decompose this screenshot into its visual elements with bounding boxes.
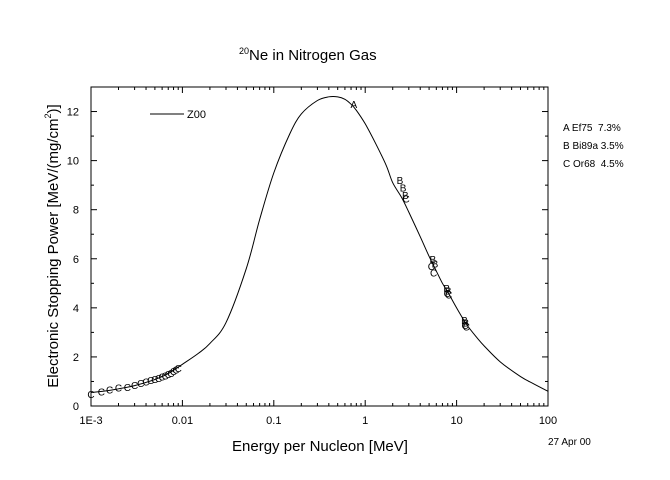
date-note: 27 Apr 00 <box>548 437 591 448</box>
data-point-c: C <box>106 385 113 396</box>
data-point-a: A <box>350 100 357 111</box>
y-tick-label: 12 <box>67 107 79 119</box>
series-line-z00 <box>90 95 549 393</box>
chart-title-superscript: 20 <box>239 46 249 56</box>
dataset-note-c: C Or68 4.5% <box>563 159 624 170</box>
x-tick-label: 0.1 <box>266 415 281 427</box>
data-point-c: C <box>98 387 105 398</box>
data-point-c: C <box>151 375 158 386</box>
chart-title-text: Ne in Nitrogen Gas <box>249 47 377 64</box>
data-point-b: B <box>397 176 404 187</box>
data-point-b: B <box>445 287 452 298</box>
data-point-c: C <box>444 289 451 300</box>
data-point-c: C <box>115 384 122 395</box>
data-point-b: B <box>461 316 468 327</box>
data-point-c: C <box>463 322 470 333</box>
data-point-c: C <box>124 383 131 394</box>
data-point-c: C <box>462 321 469 332</box>
data-point-c: C <box>445 290 452 301</box>
data-point-c: C <box>87 390 94 401</box>
axis-ticks <box>90 86 548 407</box>
y-tick-label: 2 <box>73 352 79 364</box>
y-axis-label-main: Electronic Stopping Power [MeV/(mg/cm <box>45 118 62 387</box>
legend-entry-label: Z00 <box>187 109 206 121</box>
data-point-c: C <box>175 364 182 375</box>
data-point-c: C <box>428 262 435 273</box>
x-tick-label: 1 <box>362 415 368 427</box>
y-tick-labels: 0 2 4 6 8 10 12 <box>67 107 79 413</box>
data-point-c: C <box>147 376 154 387</box>
plot-frame <box>90 86 549 407</box>
x-tick-label: 0.01 <box>172 415 193 427</box>
data-point-c: C <box>159 373 166 384</box>
data-point-c: C <box>165 370 172 381</box>
x-tick-label: 10 <box>450 415 462 427</box>
dataset-note-b: B Bi89a 3.5% <box>563 141 624 152</box>
y-tick-label: 6 <box>73 254 79 266</box>
y-axis-label-close: )] <box>45 104 62 113</box>
y-axis-label: Electronic Stopping Power [MeV/(mg/cm2)] <box>43 104 62 387</box>
x-axis-label: Energy per Nucleon [MeV] <box>232 438 408 455</box>
x-tick-label: 100 <box>539 415 557 427</box>
chart-title: 20Ne in Nitrogen Gas <box>239 46 377 64</box>
x-tick-label: 1E-3 <box>79 415 102 427</box>
data-point-c: C <box>137 379 144 390</box>
data-point-b: B <box>462 319 469 330</box>
data-point-c: C <box>142 377 149 388</box>
y-tick-label: 4 <box>73 303 79 315</box>
data-point-b: B <box>402 191 409 202</box>
data-point-b: B <box>400 184 407 195</box>
data-point-c: C <box>167 369 174 380</box>
data-point-b: B <box>443 284 450 295</box>
y-tick-label: 10 <box>67 156 79 168</box>
y-axis-label-superscript: 2 <box>43 113 53 118</box>
x-tick-labels: 1E-3 0.01 0.1 1 10 100 <box>79 415 557 427</box>
dataset-note-a: A Ef75 7.3% <box>563 123 621 134</box>
data-point-c: C <box>131 381 138 392</box>
data-point-c: C <box>162 371 169 382</box>
data-point-c: C <box>430 268 437 279</box>
data-point-c: C <box>170 367 177 378</box>
data-point-c: C <box>172 366 179 377</box>
data-point-b: B <box>432 260 439 271</box>
data-point-c: C <box>155 374 162 385</box>
y-tick-label: 8 <box>73 205 79 217</box>
y-tick-label: 0 <box>73 401 79 413</box>
data-point-c: C <box>402 195 409 206</box>
data-point-b: B <box>430 255 437 266</box>
